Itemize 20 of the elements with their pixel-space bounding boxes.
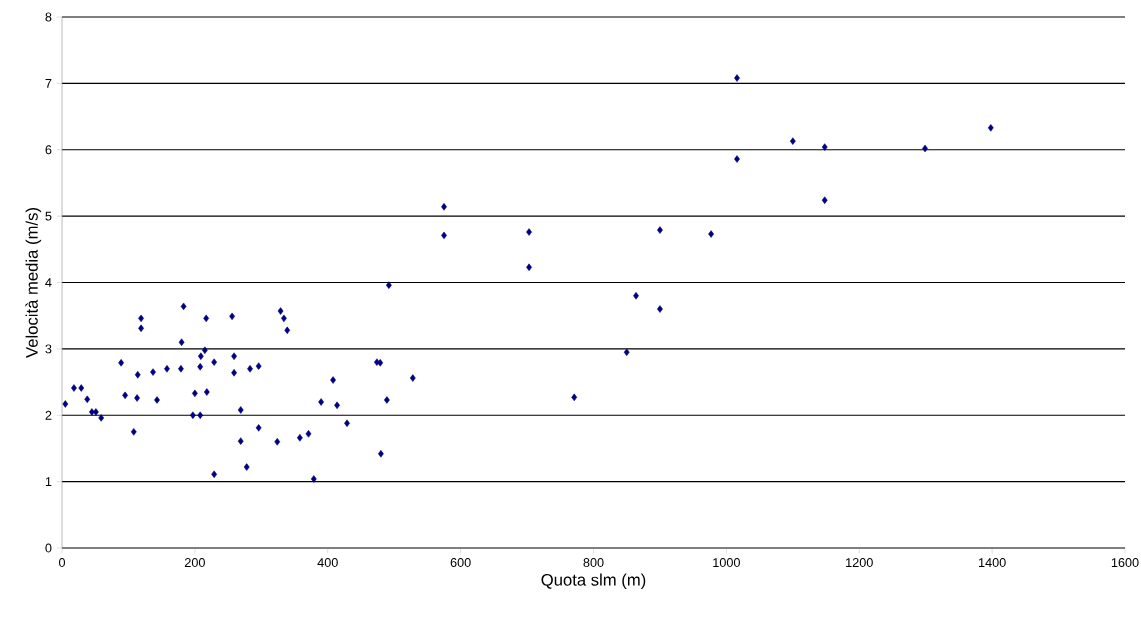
y-axis-title: Velocità media (m/s) <box>25 208 42 358</box>
y-tick-label: 1 <box>45 477 52 486</box>
y-tick-label: 5 <box>45 211 52 221</box>
x-tick-label: 1400 <box>979 558 1006 568</box>
y-tick-label: 0 <box>45 543 52 553</box>
x-tick-label: 200 <box>184 558 205 568</box>
x-tick-label: 1200 <box>846 558 873 568</box>
y-tick-label: 3 <box>45 344 52 354</box>
y-tick-label: 7 <box>45 79 52 88</box>
y-tick-label: 8 <box>45 12 52 22</box>
y-tick-label: 2 <box>45 410 52 420</box>
x-tick-label: 600 <box>450 558 471 568</box>
y-tick-label: 6 <box>45 145 52 155</box>
x-tick-label: 0 <box>58 558 66 568</box>
x-tick-label: 1600 <box>1111 558 1139 568</box>
x-tick-label: 1000 <box>713 558 740 568</box>
x-axis-title: Quota slm (m) <box>541 573 646 590</box>
x-tick-label: 800 <box>583 558 604 568</box>
x-tick-label: 400 <box>317 558 338 568</box>
y-tick-label: 4 <box>45 278 52 287</box>
